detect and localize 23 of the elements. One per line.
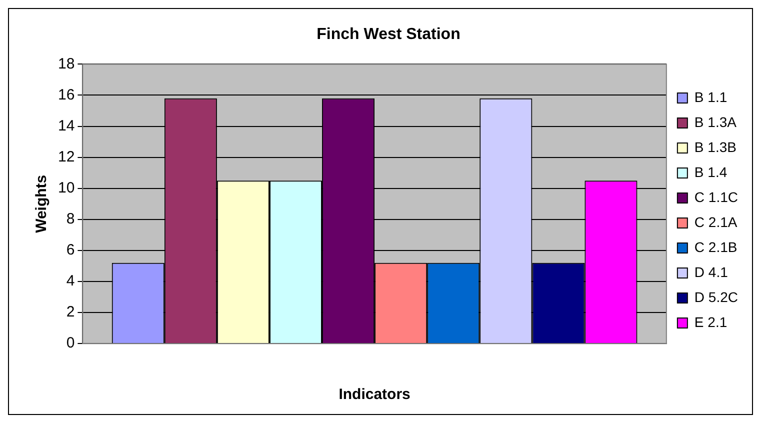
y-tick-label: 16	[58, 86, 75, 104]
legend-label: B 1.3A	[694, 114, 738, 130]
legend-label: E 2.1	[694, 314, 728, 330]
y-tick-label: 8	[66, 210, 75, 228]
y-tick-label: 0	[66, 334, 75, 352]
legend-label: D 5.2C	[694, 288, 738, 305]
legend-label: D 4.1	[694, 264, 728, 280]
legend-label: B 1.1	[694, 88, 728, 105]
y-tick-label: 6	[66, 242, 75, 259]
legend-label: B 1.4	[694, 164, 728, 180]
legend-label: C 2.1A	[694, 214, 738, 230]
y-tick-label: 4	[66, 272, 75, 290]
legend-label: C 1.1C	[694, 188, 738, 205]
x-axis-title: Indicators	[338, 386, 410, 404]
y-axis-title: Weights	[33, 174, 50, 233]
chart-title: Finch West Station	[316, 26, 460, 44]
legend-label: B 1.3B	[694, 138, 736, 155]
y-tick-label: 2	[66, 304, 75, 321]
y-tick-label: 12	[58, 148, 75, 166]
y-tick-label: 14	[58, 117, 75, 134]
y-tick-label: 18	[58, 55, 75, 72]
legend-label: C 2.1B	[694, 238, 738, 255]
y-tick-label: 10	[58, 180, 75, 197]
